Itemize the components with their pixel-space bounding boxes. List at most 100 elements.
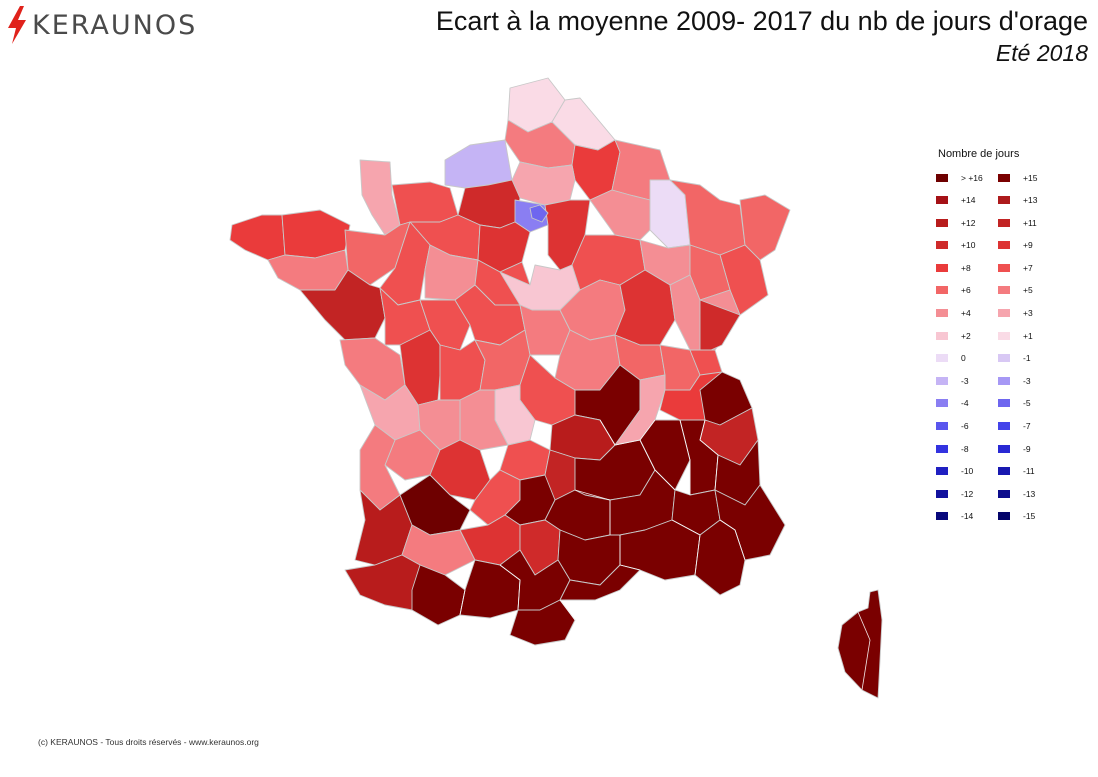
legend-swatch [998, 241, 1010, 250]
legend-label: -3 [1023, 375, 1031, 386]
legend-swatch [998, 444, 1010, 453]
legend-item: +12 [936, 215, 998, 230]
legend-item: +1 [998, 328, 1060, 343]
legend-label: +11 [1023, 217, 1037, 228]
legend-swatch [998, 512, 1010, 521]
legend-item: +4 [936, 306, 998, 321]
legend-label: +6 [961, 285, 971, 296]
legend-label: -14 [961, 511, 974, 522]
legend-swatch [936, 331, 948, 340]
department-region [229, 214, 286, 261]
legend-item: +3 [998, 306, 1060, 321]
legend-swatch [936, 399, 948, 408]
legend-item: -8 [936, 441, 998, 456]
legend-swatch [936, 422, 948, 431]
map-subtitle: Eté 2018 [995, 40, 1088, 66]
legend-label: +14 [961, 195, 976, 206]
department-region [411, 564, 466, 626]
legend-label: -5 [1023, 398, 1031, 409]
legend-label: +7 [1023, 262, 1033, 273]
legend-item: +11 [998, 215, 1060, 230]
department-region [511, 161, 576, 206]
legend-label: -13 [1023, 488, 1036, 499]
legend-label: -4 [961, 398, 969, 409]
legend-swatch [998, 196, 1010, 205]
legend-label: +1 [1023, 330, 1033, 341]
map-title: Ecart à la moyenne 2009- 2017 du nb de j… [435, 6, 1088, 36]
legend-item: -1 [998, 351, 1060, 366]
legend-label: +3 [1023, 308, 1033, 319]
department-region [281, 209, 351, 259]
department-region [699, 299, 741, 356]
legend-swatch [936, 196, 948, 205]
legend-label: -6 [961, 421, 969, 432]
legend-item: +2 [936, 328, 998, 343]
legend-grid: > +16 +15 +14 +13 +12 +11 +10 +9 +8 +7 +6 +5 +4 +3 +2 +… [936, 170, 1086, 524]
legend-label: -11 [1023, 466, 1035, 477]
legend-swatch [998, 467, 1010, 476]
legend-swatch [936, 309, 948, 318]
legend-label: +2 [961, 330, 971, 341]
department-region [444, 139, 513, 189]
legend-swatch [936, 489, 948, 498]
legend-label: > +16 [961, 172, 983, 183]
legend-swatch [998, 489, 1010, 498]
legend-item: +14 [936, 193, 998, 208]
legend-swatch [998, 218, 1010, 227]
legend-swatch [998, 331, 1010, 340]
legend-item: -3 [998, 373, 1060, 388]
legend-swatch [936, 286, 948, 295]
legend-swatch [936, 467, 948, 476]
legend-label: +10 [961, 240, 976, 251]
legend-item: +15 [998, 170, 1060, 185]
legend-item: +6 [936, 283, 998, 298]
department-region [529, 204, 549, 223]
brand-name: KERAUNOS [32, 9, 198, 41]
legend-swatch [936, 218, 948, 227]
legend-label: +8 [961, 262, 971, 273]
legend-label: -9 [1023, 443, 1031, 454]
legend-label: -12 [961, 488, 974, 499]
copyright-footer: (c) KERAUNOS - Tous droits réservés - ww… [38, 737, 259, 747]
legend-item: -5 [998, 396, 1060, 411]
department-region [559, 564, 641, 601]
legend-item: 0 [936, 351, 998, 366]
legend-item: -6 [936, 419, 998, 434]
lightning-bolt-icon [8, 6, 26, 44]
keraunos-logo: KERAUNOS [6, 6, 197, 44]
legend-title: Nombre de jours [938, 148, 1020, 160]
legend-item: > +16 [936, 170, 998, 185]
legend-label: -3 [961, 375, 969, 386]
legend-label: +5 [1023, 285, 1033, 296]
legend-label: -8 [961, 443, 969, 454]
department-region [359, 159, 401, 236]
legend-label: -15 [1023, 511, 1036, 522]
legend-item: +10 [936, 238, 998, 253]
legend-label: +12 [961, 217, 976, 228]
legend-item: +9 [998, 238, 1060, 253]
legend-label: -10 [961, 466, 974, 477]
legend-swatch [998, 309, 1010, 318]
legend-label: 0 [961, 353, 966, 364]
legend-item: +13 [998, 193, 1060, 208]
legend-swatch [936, 263, 948, 272]
legend-swatch [998, 399, 1010, 408]
legend-item: +5 [998, 283, 1060, 298]
department-region [344, 554, 421, 611]
legend-swatch [998, 422, 1010, 431]
legend-swatch [998, 286, 1010, 295]
legend-label: +9 [1023, 240, 1033, 251]
legend-swatch [936, 444, 948, 453]
legend-item: -10 [936, 464, 998, 479]
legend-item: -13 [998, 486, 1060, 501]
legend-swatch [998, 354, 1010, 363]
legend-item: -9 [998, 441, 1060, 456]
legend-swatch [936, 173, 948, 182]
legend-item: -15 [998, 509, 1060, 524]
department-region [339, 337, 406, 401]
legend-item: -3 [936, 373, 998, 388]
legend-swatch [998, 173, 1010, 182]
legend-item: -11 [998, 464, 1060, 479]
legend-swatch [998, 263, 1010, 272]
